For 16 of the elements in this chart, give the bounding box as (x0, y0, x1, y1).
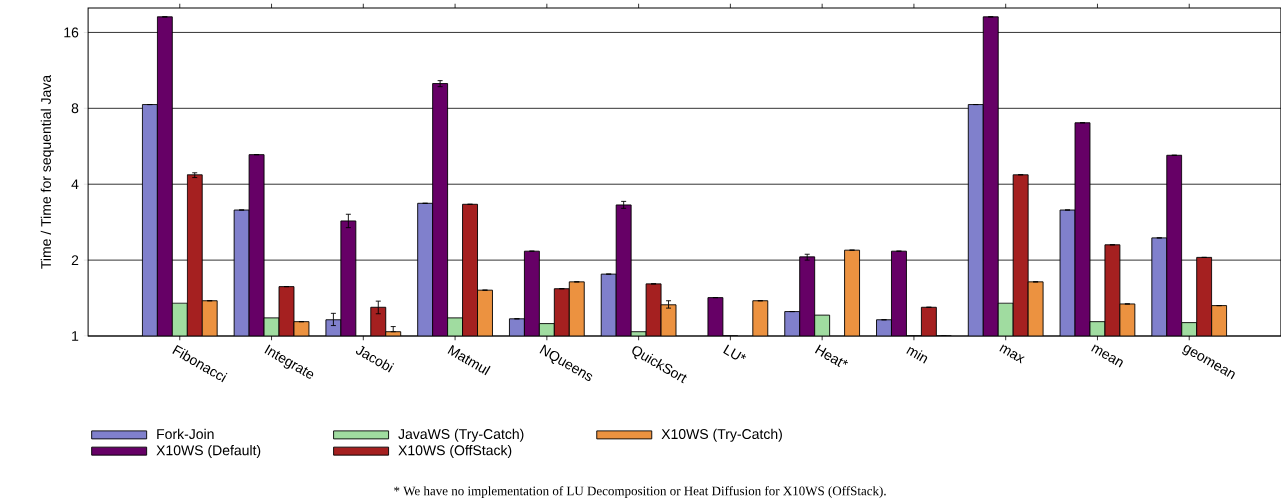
y-axis-title: Time / Time for sequential Java (40, 74, 54, 269)
text: * We have no implementation of LU Decomposition or Heat Diffusion for X10WS (OffStack). (394, 486, 886, 498)
x-tick-label: LU* (723, 344, 747, 360)
y-tick-label: 16 (64, 27, 79, 38)
y-tick-label: 1 (72, 331, 79, 341)
x-tick-label: min (906, 346, 928, 364)
legend-label: X10WS (Try-Catch) (661, 428, 782, 442)
legend-label: JavaWS (Try-Catch) (398, 428, 524, 442)
legend-label: X10WS (OffStack) (398, 445, 512, 459)
legend-label: Fork-Join (157, 428, 214, 440)
y-tick-label: 8 (71, 103, 79, 114)
y-tick-label: 4 (71, 179, 79, 190)
y-tick-label: 2 (71, 255, 79, 265)
x-tick-label: max (999, 344, 1025, 364)
legend-label: X10WS (Default) (156, 445, 261, 459)
x-tick-label: Heat* (814, 344, 848, 367)
